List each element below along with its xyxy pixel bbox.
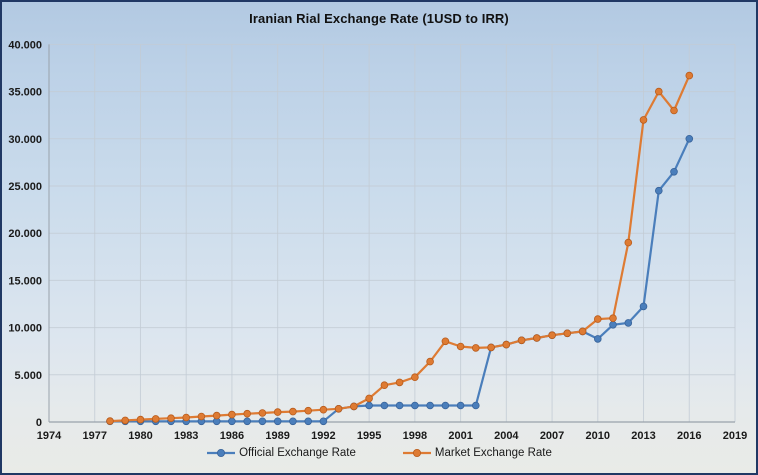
market-series-point	[380, 381, 389, 390]
x-tick-label: 2004	[494, 430, 519, 442]
official-series-point	[319, 417, 328, 426]
x-tick-label: 2001	[448, 430, 472, 442]
official-series-point	[395, 401, 404, 410]
official-series-marker-icon	[207, 449, 236, 457]
market-series-point	[563, 329, 572, 338]
market-series-point	[121, 416, 129, 425]
market-series-point	[548, 331, 556, 340]
official-series-point	[670, 168, 678, 176]
market-series-point	[212, 411, 221, 420]
official-series-point	[471, 401, 480, 410]
market-series-point	[441, 337, 450, 346]
official-series-point	[685, 135, 694, 143]
legend-item-market: Market Exchange Rate	[402, 447, 552, 459]
market-series-point	[685, 71, 694, 80]
market-series-line	[109, 75, 691, 423]
market-series-point	[593, 315, 602, 323]
market-series-point	[273, 408, 282, 416]
market-series-point	[106, 417, 114, 425]
market-series-point	[517, 336, 526, 345]
official-series-point	[426, 401, 434, 410]
official-series-point	[258, 417, 267, 426]
x-tick-label: 1977	[82, 430, 106, 442]
official-series-point	[365, 401, 373, 410]
official-series-point	[289, 417, 297, 426]
market-series-point	[289, 407, 297, 416]
official-series-point	[654, 186, 663, 195]
x-tick-label: 1980	[128, 430, 152, 442]
market-series-point	[471, 344, 480, 352]
official-series-point	[380, 401, 389, 410]
market-series-point	[395, 378, 404, 387]
legend-item-official: Official Exchange Rate	[206, 447, 356, 459]
market-series-point	[334, 404, 343, 413]
market-series-point	[243, 409, 252, 418]
official-series-point	[273, 417, 282, 426]
market-series-point	[167, 414, 175, 423]
x-tick-label: 1986	[220, 430, 244, 442]
market-series-point	[426, 357, 434, 366]
market-series-point	[578, 327, 587, 336]
market-series-point	[639, 116, 648, 124]
x-tick-label: 2019	[723, 430, 747, 442]
market-series-point	[319, 405, 328, 414]
market-series-point	[136, 415, 145, 424]
y-tick-label: 15.000	[8, 275, 42, 287]
official-series-point	[609, 320, 617, 329]
x-tick-label: 2013	[631, 430, 655, 442]
y-tick-label: 25.000	[8, 181, 42, 193]
y-tick-label: 20.000	[8, 228, 42, 240]
x-tick-label: 1992	[311, 430, 335, 442]
market-series-point	[258, 409, 267, 417]
market-series-point	[228, 410, 236, 419]
market-series-point	[670, 106, 678, 115]
market-series-point	[624, 238, 633, 247]
official-series-point	[411, 401, 419, 410]
legend-label-official: Official Exchange Rate	[239, 447, 356, 459]
y-tick-label: 35.000	[8, 87, 42, 99]
market-series-point	[532, 334, 541, 342]
official-series-point	[639, 302, 648, 311]
market-series-point	[411, 373, 419, 382]
market-series-point	[182, 413, 191, 422]
x-tick-label: 1974	[37, 430, 62, 442]
market-series-point	[151, 415, 160, 423]
y-tick-label: 10.000	[8, 323, 42, 335]
x-tick-label: 1983	[174, 430, 198, 442]
y-tick-label: 0	[36, 417, 42, 429]
official-series-point	[304, 417, 313, 426]
chart-title: Iranian Rial Exchange Rate (1USD to IRR)	[249, 11, 509, 26]
market-series-point	[487, 343, 495, 352]
legend-label-market: Market Exchange Rate	[434, 447, 552, 459]
y-tick-label: 5.000	[14, 370, 42, 382]
y-tick-label: 40.000	[8, 39, 42, 51]
x-tick-label: 2016	[677, 430, 701, 442]
y-tick-label: 30.000	[8, 134, 42, 146]
official-series-point	[228, 417, 236, 426]
official-series-point	[624, 319, 633, 327]
x-tick-label: 1989	[265, 430, 289, 442]
official-series-point	[441, 401, 450, 410]
market-series-point	[502, 340, 511, 349]
official-series-point	[456, 401, 465, 410]
market-series-point	[197, 412, 206, 421]
market-series-point	[654, 87, 663, 96]
x-tick-label: 1998	[403, 430, 427, 442]
market-series-point	[609, 314, 617, 323]
x-tick-label: 2010	[586, 430, 610, 442]
market-series-marker-icon	[402, 449, 431, 457]
x-tick-label: 2007	[540, 430, 564, 442]
legend: Official Exchange Rate Market Exchange R…	[2, 447, 756, 459]
market-series-point	[456, 342, 465, 351]
official-series-point	[243, 417, 252, 426]
market-series-point	[350, 402, 358, 411]
market-series-point	[304, 406, 313, 415]
market-series-point	[365, 394, 373, 403]
official-series-point	[593, 335, 602, 343]
x-tick-label: 1995	[357, 430, 381, 442]
